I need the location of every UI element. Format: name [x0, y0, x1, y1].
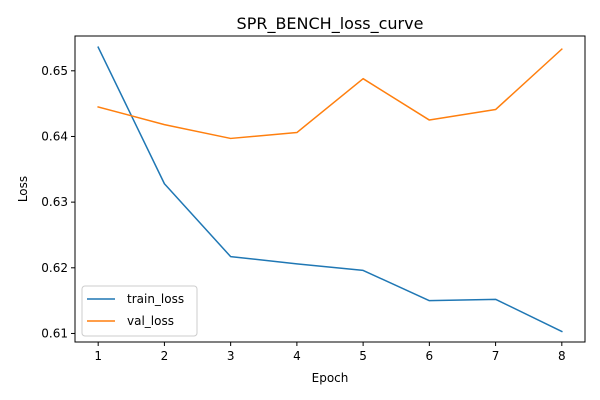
x-axis-label: Epoch — [312, 371, 349, 385]
y-axis-label: Loss — [16, 176, 30, 202]
y-tick-label: 0.65 — [41, 64, 68, 78]
legend-label: val_loss — [127, 314, 174, 328]
y-tick-label: 0.63 — [41, 195, 68, 209]
x-tick-label: 3 — [227, 349, 235, 363]
x-tick-label: 6 — [426, 349, 434, 363]
plot-frame — [74, 35, 586, 343]
x-tick-label: 7 — [492, 349, 500, 363]
series-line-val-loss — [97, 48, 563, 140]
x-tick-label: 8 — [558, 349, 566, 363]
x-tick-label: 1 — [94, 349, 102, 363]
y-tick-label: 0.62 — [41, 261, 68, 275]
legend-label: train_loss — [127, 292, 184, 306]
plot-area: 1 2 3 4 5 6 7 8 0.61 0.62 0.63 0.64 0.65 train_lossva… — [41, 46, 566, 363]
chart-title: SPR_BENCH_loss_curve — [237, 14, 424, 34]
series-line-train-loss — [97, 46, 563, 333]
legend: train_loss val_loss — [81, 285, 198, 337]
x-tick-label: 4 — [293, 349, 301, 363]
y-tick-label: 0.61 — [41, 326, 68, 340]
x-tick-label: 2 — [161, 349, 169, 363]
x-tick-label: 5 — [359, 349, 367, 363]
y-tick-label: 0.64 — [41, 129, 68, 143]
